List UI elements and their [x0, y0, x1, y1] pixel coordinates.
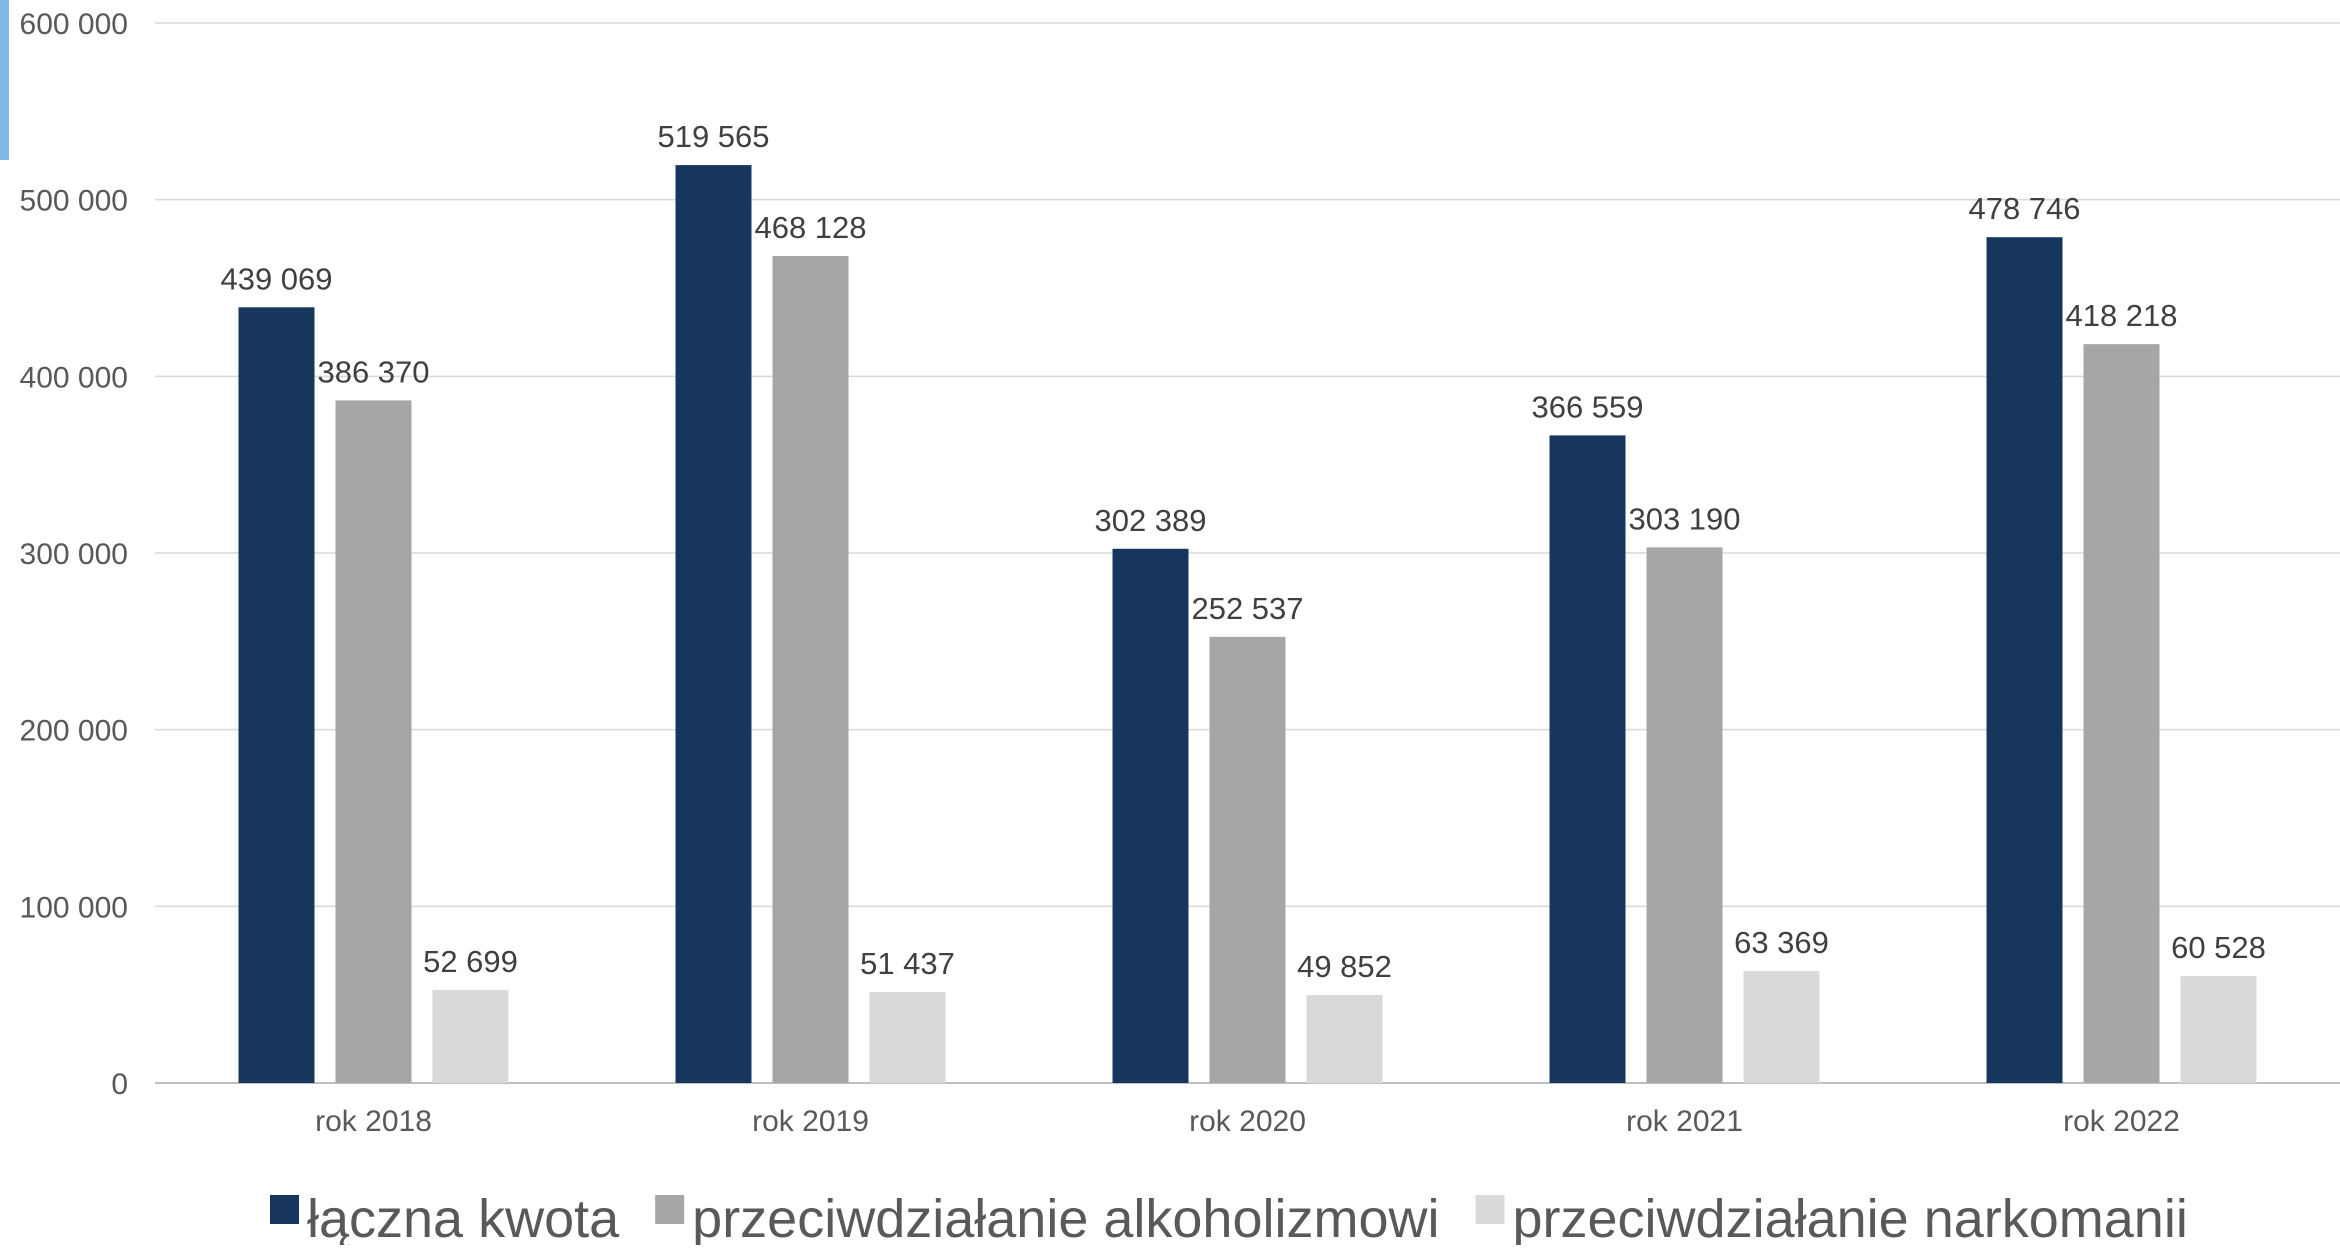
bar [1112, 548, 1189, 1083]
legend-swatch [270, 1195, 299, 1224]
data-label: 303 190 [1628, 501, 1740, 536]
bar [1306, 994, 1383, 1083]
legend-swatch [655, 1195, 685, 1224]
legend-swatch [1475, 1195, 1505, 1224]
data-label: 52 699 [423, 944, 518, 979]
x-axis-ticks: rok 2018 rok 2019 rok 2020 rok 2021 rok 2022 [315, 1105, 2180, 1138]
legend-item: przeciwdziałanie narkomanii [1475, 1189, 2188, 1249]
data-label: 478 746 [1968, 191, 2080, 226]
x-tick-label: rok 2021 [1626, 1105, 1743, 1138]
x-tick-label: rok 2022 [2063, 1105, 2180, 1138]
bar [1986, 237, 2063, 1083]
data-labels: 439 069 386 370 52 699 519 565 468 128 51 437… [220, 119, 2265, 984]
legend-item: łączna kwota [270, 1189, 620, 1249]
y-axis-ticks: 0 100 000 200 000 300 000 400 000 500 000 600 … [20, 8, 128, 1101]
data-label: 366 559 [1531, 389, 1643, 424]
bar [238, 307, 315, 1084]
legend: łączna kwota przeciwdziałanie alkoholizmo… [270, 1189, 2188, 1249]
bar [1646, 547, 1723, 1083]
bar [335, 400, 412, 1084]
x-tick-label: rok 2019 [752, 1105, 869, 1138]
data-label: 386 370 [317, 354, 429, 389]
accent-strip [0, 0, 9, 160]
legend-label: przeciwdziałanie alkoholizmowi [692, 1189, 1439, 1245]
bar [772, 255, 849, 1083]
data-label: 49 852 [1297, 949, 1392, 984]
data-label: 302 389 [1094, 503, 1206, 538]
x-tick-label: rok 2020 [1189, 1105, 1306, 1138]
y-tick-label: 600 000 [20, 8, 128, 41]
y-tick-label: 300 000 [20, 538, 128, 571]
bar [1549, 435, 1626, 1083]
y-tick-label: 400 000 [20, 361, 128, 394]
bar [675, 165, 752, 1084]
data-label: 439 069 [220, 261, 332, 296]
bar [2180, 976, 2257, 1083]
data-label: 519 565 [657, 119, 769, 154]
legend-label: przeciwdziałanie narkomanii [1513, 1189, 2188, 1245]
legend-item: przeciwdziałanie alkoholizmowi [655, 1189, 1440, 1249]
data-label: 63 369 [1734, 925, 1829, 960]
y-tick-label: 500 000 [20, 185, 128, 218]
y-tick-label: 0 [111, 1068, 128, 1101]
data-label: 252 537 [1191, 591, 1303, 626]
bar [1743, 971, 1820, 1083]
x-tick-label: rok 2018 [315, 1105, 432, 1138]
data-label: 60 528 [2171, 930, 2266, 965]
bar [432, 989, 509, 1083]
data-label: 418 218 [2065, 298, 2177, 333]
y-tick-label: 100 000 [20, 891, 128, 924]
bar [1209, 636, 1286, 1083]
data-label: 468 128 [754, 210, 866, 245]
y-tick-label: 200 000 [20, 715, 128, 748]
data-label: 51 437 [860, 946, 955, 981]
legend-label: łączna kwota [307, 1189, 620, 1245]
bar [2083, 344, 2160, 1083]
bar [869, 992, 946, 1083]
bars [238, 165, 2257, 1084]
